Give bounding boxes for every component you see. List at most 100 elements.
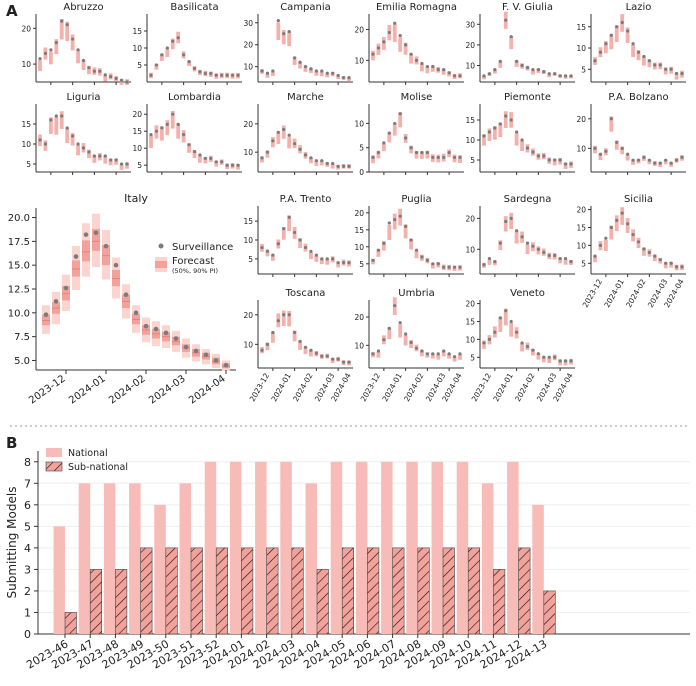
surveillance-point xyxy=(153,326,159,332)
subplot-surveillance-point xyxy=(447,150,451,155)
subplot-surveillance-point xyxy=(271,69,275,73)
bar-national xyxy=(229,461,242,634)
subplot-surveillance-point xyxy=(341,76,346,80)
subplot-x-tick-label: 2024-01 xyxy=(380,371,404,403)
subplot-surveillance-point xyxy=(553,355,557,359)
subplot-surveillance-point xyxy=(71,37,75,41)
subplot-surveillance-point xyxy=(320,159,324,163)
subplot-surveillance-point xyxy=(382,141,386,145)
subplot-surveillance-point xyxy=(482,134,486,138)
subplot-y-tick-label: 10 xyxy=(243,340,253,349)
subplot-surveillance-point xyxy=(525,65,530,70)
subplot-surveillance-point xyxy=(520,235,524,239)
subplot-surveillance-point xyxy=(119,162,124,166)
subplot-title: Campania xyxy=(280,2,331,13)
subplot-title: Molise xyxy=(401,92,433,103)
subplot-surveillance-point xyxy=(504,219,508,224)
bar-subnational xyxy=(241,547,254,635)
subplot-forecast-band xyxy=(663,67,668,75)
subplot-x-tick-label: 2024-01 xyxy=(491,371,515,403)
bar-subnational xyxy=(392,547,405,635)
subplot-surveillance-point xyxy=(298,147,302,151)
subplot-surveillance-point xyxy=(604,236,608,240)
subplot-surveillance-point xyxy=(192,66,197,70)
subplot-surveillance-point xyxy=(76,142,80,146)
subplot-surveillance-point xyxy=(547,355,551,359)
subplot-y-tick-label: 30 xyxy=(243,19,253,28)
subplot-forecast-band xyxy=(547,73,552,78)
subplot-y-tick-label: 15 xyxy=(465,116,475,125)
subplot-forecast-band xyxy=(43,140,48,151)
subplot-surveillance-point xyxy=(414,58,419,62)
subplot-surveillance-point xyxy=(287,29,291,34)
subplot-surveillance-point xyxy=(636,50,641,54)
subplot-surveillance-point xyxy=(387,221,391,225)
subplot-surveillance-point xyxy=(653,161,657,165)
subplot-surveillance-point xyxy=(109,158,113,162)
subplot-surveillance-point xyxy=(487,130,492,134)
subplot-forecast-band xyxy=(70,34,75,51)
subplot-forecast-band xyxy=(260,156,264,163)
subplot-forecast-band xyxy=(187,60,191,67)
subplot-forecast-band xyxy=(87,65,91,75)
subplot-surveillance-point xyxy=(442,155,446,160)
bar-subnational xyxy=(543,590,556,635)
subplot-surveillance-point xyxy=(504,18,508,22)
subplot-surveillance-point xyxy=(187,60,191,64)
surveillance-point xyxy=(183,344,189,350)
subplot-surveillance-point xyxy=(371,52,375,56)
subplot-y-tick-label: 10 xyxy=(132,144,142,153)
subplot-forecast-band xyxy=(165,48,170,57)
subplot-surveillance-point xyxy=(553,72,557,76)
subplot-surveillance-point xyxy=(669,161,673,165)
subplot-forecast-band xyxy=(498,317,503,332)
subplot-surveillance-point xyxy=(192,150,197,154)
subplot-forecast-band xyxy=(165,120,170,136)
subplot-surveillance-point xyxy=(76,48,80,52)
subplot-surveillance-point xyxy=(442,68,446,72)
subplot-surveillance-point xyxy=(109,75,113,79)
subplot-title: Toscana xyxy=(285,288,326,299)
subplot-surveillance-point xyxy=(214,73,218,77)
subplot-y-tick-label: 20 xyxy=(465,214,475,223)
subplot-surveillance-point xyxy=(260,69,264,73)
subplot-forecast-band xyxy=(547,357,552,363)
bar-national xyxy=(280,461,292,634)
subplot-surveillance-point xyxy=(520,63,524,68)
subplot-surveillance-point xyxy=(620,20,624,25)
bar-subnational xyxy=(442,547,455,635)
subplot-surveillance-point xyxy=(563,162,568,166)
subplot-surveillance-point xyxy=(160,53,164,57)
subplot-surveillance-point xyxy=(209,156,213,160)
subplot-surveillance-point xyxy=(98,154,102,158)
subplot-surveillance-point xyxy=(542,70,546,74)
y-tick-label: 5 xyxy=(24,520,31,533)
subplot-title: Abruzzo xyxy=(63,2,103,13)
subplot-y-tick-label: 5 xyxy=(26,160,31,169)
subplot-forecast-band xyxy=(287,31,292,47)
subplot-surveillance-point xyxy=(230,73,235,77)
subplot-surveillance-point xyxy=(87,150,91,154)
surveillance-point xyxy=(73,254,79,259)
bar-national xyxy=(78,483,91,634)
y-tick-label: 17.5 xyxy=(8,237,30,248)
bar-subnational xyxy=(367,547,380,635)
subplot-surveillance-point xyxy=(149,133,153,137)
subplot-forecast-band xyxy=(642,56,646,66)
surveillance-point xyxy=(93,230,99,236)
subplot-surveillance-point xyxy=(482,74,486,78)
bar-subnational xyxy=(115,569,128,635)
subplot-surveillance-point xyxy=(314,253,318,257)
subplot-forecast-band xyxy=(287,136,292,149)
subplot-y-tick-label: 10 xyxy=(243,148,253,157)
subplot-surveillance-point xyxy=(114,158,118,162)
surveillance-point xyxy=(143,323,149,329)
subplot-surveillance-point xyxy=(393,121,397,126)
subplot-surveillance-point xyxy=(387,30,391,35)
subplot-surveillance-point xyxy=(371,258,375,262)
subplot-surveillance-point xyxy=(276,18,280,23)
subplot-forecast-band xyxy=(509,212,514,229)
subplot-surveillance-point xyxy=(187,143,191,147)
subplot-y-tick-label: 5 xyxy=(470,156,475,165)
